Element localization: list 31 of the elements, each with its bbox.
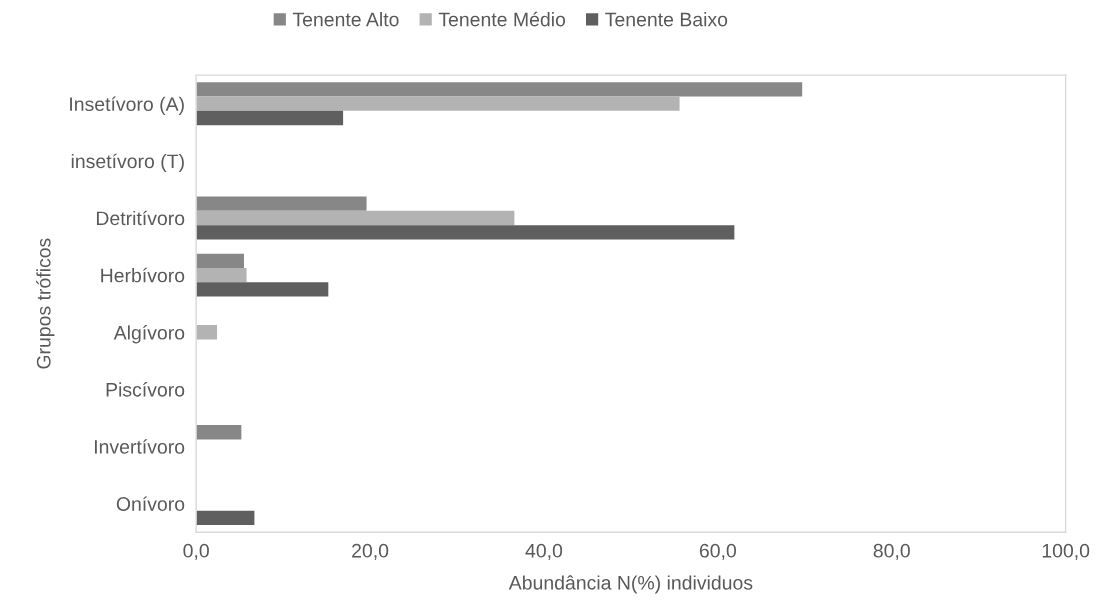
bar bbox=[196, 196, 367, 211]
legend-label: Tenente Alto bbox=[292, 12, 399, 27]
bar bbox=[196, 267, 247, 283]
bar bbox=[196, 210, 515, 226]
bar bbox=[196, 110, 344, 126]
x-tick-label: 100,0 bbox=[1042, 543, 1090, 560]
x-tick-label: 80,0 bbox=[873, 543, 910, 560]
bar bbox=[196, 96, 680, 111]
x-tick-label: 20,0 bbox=[352, 543, 389, 560]
y-tick-label: Detritívoro bbox=[96, 210, 185, 226]
x-tick-label: 0,0 bbox=[183, 543, 209, 560]
y-tick-label: Onívoro bbox=[116, 496, 185, 511]
y-tick-label: Piscívoro bbox=[106, 382, 185, 397]
bar bbox=[196, 82, 803, 97]
y-tick-label: Herbívoro bbox=[101, 267, 185, 283]
bar bbox=[196, 510, 255, 526]
bar bbox=[196, 225, 735, 240]
bar bbox=[196, 253, 244, 268]
bar bbox=[196, 425, 242, 440]
bar bbox=[196, 325, 218, 340]
x-tick-label: 40,0 bbox=[525, 543, 563, 560]
y-tick-label: insetívoro (T) bbox=[71, 153, 184, 173]
y-tick-label: Invertívoro bbox=[94, 439, 185, 454]
bar bbox=[196, 282, 329, 297]
x-tick-label: 60,0 bbox=[699, 543, 737, 560]
legend-label: Tenente Baixo bbox=[605, 12, 728, 27]
y-axis-title: Grupos tróficos bbox=[36, 238, 55, 369]
y-tick-label: Insetívoro (A) bbox=[70, 96, 184, 115]
y-tick-label: Algívoro bbox=[113, 325, 185, 344]
x-axis-title: Abundância N(%) individuos bbox=[508, 575, 753, 594]
legend-label: Tenente Médio bbox=[438, 11, 566, 27]
